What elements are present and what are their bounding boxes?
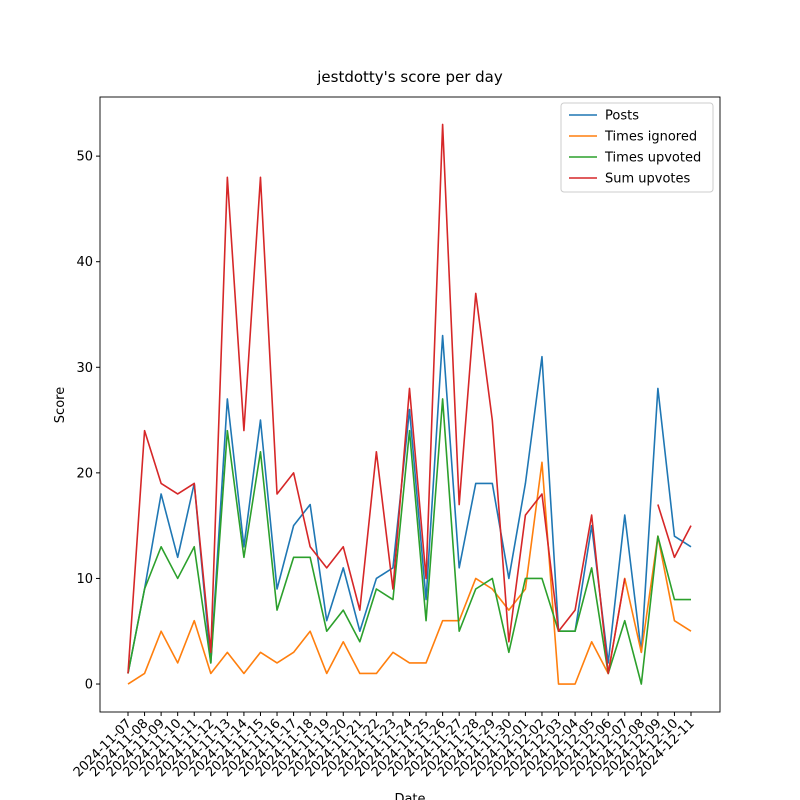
- legend-label: Posts: [605, 109, 639, 124]
- line: [127, 123, 692, 675]
- legend-label: Sum upvotes: [605, 172, 691, 187]
- legend-box: [560, 102, 714, 193]
- y-tick-label: 20: [76, 466, 93, 481]
- line: [127, 398, 691, 685]
- legend: Posts Times ignored Times upvoted Sum upvot…: [560, 102, 714, 193]
- legend-label: Times ignored: [604, 130, 697, 145]
- y-tick-label: 30: [76, 361, 93, 376]
- y-axis-label: Score: [53, 387, 68, 423]
- chart-title: jestdotty's score per day: [316, 68, 503, 86]
- y-tick-label: 10: [76, 572, 93, 587]
- x-axis-label: Date: [394, 792, 425, 800]
- y-tick-label: 0: [85, 678, 93, 693]
- plot-frame: [99, 96, 721, 713]
- line: [127, 461, 692, 685]
- y-tick-label: 50: [76, 150, 93, 165]
- legend-label: Times upvoted: [604, 151, 701, 166]
- y-tick-label: 40: [76, 255, 93, 270]
